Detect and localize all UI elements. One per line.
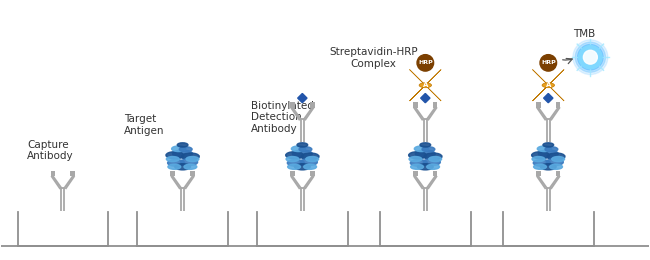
FancyBboxPatch shape	[310, 102, 315, 108]
FancyBboxPatch shape	[310, 171, 315, 176]
Circle shape	[429, 157, 441, 162]
FancyBboxPatch shape	[536, 102, 541, 108]
Circle shape	[552, 157, 565, 162]
Circle shape	[547, 153, 565, 160]
Circle shape	[546, 159, 564, 166]
Circle shape	[287, 160, 304, 166]
Text: HRP: HRP	[541, 60, 556, 65]
Circle shape	[534, 164, 547, 169]
Circle shape	[409, 157, 422, 162]
Circle shape	[172, 146, 186, 152]
Circle shape	[168, 160, 185, 166]
Ellipse shape	[578, 44, 603, 70]
Circle shape	[173, 150, 192, 158]
Circle shape	[533, 160, 551, 166]
Circle shape	[417, 164, 433, 170]
Text: Streptavidin-HRP
Complex: Streptavidin-HRP Complex	[330, 47, 418, 69]
Circle shape	[424, 153, 442, 160]
Circle shape	[175, 164, 190, 170]
Circle shape	[419, 83, 432, 88]
FancyBboxPatch shape	[170, 171, 175, 176]
Circle shape	[300, 159, 317, 166]
Circle shape	[168, 164, 181, 169]
Circle shape	[299, 147, 312, 152]
Circle shape	[542, 83, 554, 88]
Text: Target
Antigen: Target Antigen	[124, 114, 165, 136]
Circle shape	[186, 157, 199, 162]
Polygon shape	[410, 70, 441, 101]
Ellipse shape	[575, 42, 606, 72]
Circle shape	[532, 157, 545, 162]
Circle shape	[409, 152, 426, 159]
Circle shape	[423, 159, 440, 166]
Circle shape	[532, 152, 549, 159]
Circle shape	[179, 147, 192, 152]
Text: A: A	[545, 82, 551, 88]
Circle shape	[550, 164, 562, 169]
Circle shape	[306, 157, 318, 162]
Circle shape	[288, 164, 300, 169]
Polygon shape	[543, 94, 553, 103]
Polygon shape	[298, 94, 307, 103]
Text: Biotinylated
Detection
Antibody: Biotinylated Detection Antibody	[250, 101, 313, 134]
FancyBboxPatch shape	[413, 171, 418, 176]
FancyBboxPatch shape	[433, 171, 437, 176]
FancyBboxPatch shape	[290, 171, 295, 176]
Ellipse shape	[540, 55, 556, 71]
Circle shape	[166, 152, 184, 159]
Circle shape	[297, 143, 307, 147]
Circle shape	[181, 153, 200, 160]
FancyBboxPatch shape	[51, 171, 55, 176]
Circle shape	[304, 164, 317, 169]
Circle shape	[301, 153, 319, 160]
Circle shape	[286, 157, 299, 162]
Circle shape	[411, 164, 423, 169]
FancyBboxPatch shape	[556, 102, 560, 108]
Circle shape	[420, 143, 431, 147]
Circle shape	[181, 159, 198, 166]
Circle shape	[292, 150, 312, 158]
Polygon shape	[410, 70, 441, 101]
Circle shape	[415, 150, 436, 158]
Circle shape	[538, 150, 558, 158]
Circle shape	[410, 160, 428, 166]
Ellipse shape	[578, 46, 602, 69]
Polygon shape	[532, 70, 564, 101]
Ellipse shape	[417, 55, 434, 71]
Polygon shape	[421, 94, 430, 103]
Circle shape	[426, 164, 439, 169]
Circle shape	[540, 164, 556, 170]
Circle shape	[166, 157, 179, 162]
Circle shape	[286, 152, 304, 159]
FancyBboxPatch shape	[536, 171, 541, 176]
Circle shape	[543, 143, 554, 147]
FancyBboxPatch shape	[290, 102, 295, 108]
Circle shape	[422, 147, 435, 152]
FancyBboxPatch shape	[433, 102, 437, 108]
FancyBboxPatch shape	[413, 102, 418, 108]
Circle shape	[291, 146, 305, 152]
FancyBboxPatch shape	[70, 171, 75, 176]
Text: TMB: TMB	[573, 29, 595, 39]
Text: HRP: HRP	[418, 60, 433, 65]
Circle shape	[538, 146, 552, 152]
Circle shape	[177, 143, 188, 147]
Polygon shape	[532, 70, 564, 101]
Circle shape	[294, 164, 310, 170]
Ellipse shape	[583, 50, 597, 64]
Ellipse shape	[573, 40, 608, 75]
Circle shape	[184, 164, 197, 169]
FancyBboxPatch shape	[190, 171, 195, 176]
FancyBboxPatch shape	[556, 171, 560, 176]
Text: Capture
Antibody: Capture Antibody	[27, 140, 74, 161]
Circle shape	[414, 146, 428, 152]
Circle shape	[545, 147, 558, 152]
Text: A: A	[422, 82, 428, 88]
